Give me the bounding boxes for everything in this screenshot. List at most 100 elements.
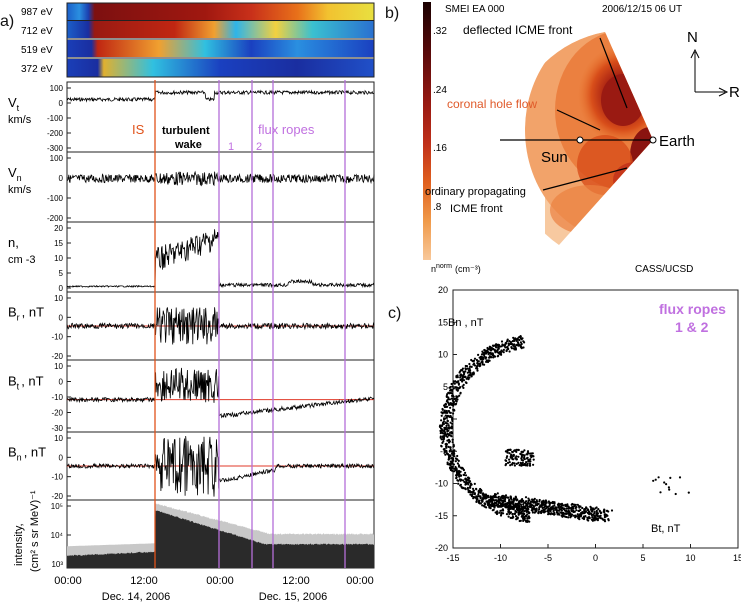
y-tick-label: 0	[59, 284, 64, 293]
scatter-point	[678, 476, 682, 479]
scatter-point	[564, 512, 567, 515]
x-tick-label: 10	[685, 553, 695, 563]
scatter-point	[509, 495, 512, 498]
scatter-point	[441, 429, 444, 432]
sun-marker	[576, 136, 584, 144]
scatter-point	[444, 443, 447, 446]
scatter-point	[497, 501, 501, 504]
scatter-point	[464, 471, 467, 474]
scatter-point	[450, 427, 453, 430]
scatter-point	[468, 370, 471, 373]
scatter-point	[449, 388, 452, 391]
scatter-point	[457, 459, 460, 462]
scatter-point	[557, 509, 561, 512]
scatter-point	[462, 373, 466, 376]
scatter-point	[570, 507, 573, 510]
colorbar-tick: .16	[433, 143, 447, 154]
scatter-point	[450, 450, 454, 453]
scatter-point	[461, 380, 464, 383]
scatter-point	[475, 488, 478, 491]
scatter-point	[450, 452, 454, 455]
scatter-point	[512, 454, 515, 457]
scatter-point	[519, 507, 523, 510]
scatter-point	[470, 493, 473, 496]
scatter-point	[475, 367, 478, 370]
y-tick-label: 5	[443, 382, 448, 392]
scatter-point	[582, 515, 585, 518]
scatter-point	[514, 457, 517, 460]
scatter-point	[491, 496, 494, 499]
scatter-point	[460, 374, 463, 377]
scatter-point	[506, 461, 510, 464]
scatter-point	[578, 515, 581, 519]
scatter-point	[481, 356, 485, 359]
scatter-point	[553, 504, 556, 507]
scatter-point	[459, 391, 462, 394]
scatter-point	[486, 346, 489, 350]
scatter-point	[473, 482, 476, 485]
scatter-point	[445, 416, 448, 419]
scatter-point	[481, 500, 484, 503]
time-tick-label: 00:00	[346, 575, 374, 587]
scatter-point	[440, 445, 443, 448]
y-tick-label: 10³	[51, 560, 63, 569]
scatter-point	[571, 502, 574, 506]
y-tick-label: 100	[50, 154, 64, 163]
scatter-point	[490, 356, 493, 359]
scatter-point	[514, 496, 518, 499]
scatter-point	[531, 506, 534, 510]
scatter-point	[492, 503, 495, 506]
scatter-point	[519, 503, 522, 506]
scatter-point	[489, 348, 492, 351]
scatter-point	[524, 463, 527, 466]
scatter-point	[528, 460, 531, 463]
scatter-point	[446, 419, 449, 423]
scatter-point	[531, 499, 534, 502]
scatter-point	[473, 492, 476, 495]
scatter-point	[457, 482, 460, 485]
scatter-point	[451, 394, 454, 397]
scatter-point	[494, 344, 497, 347]
scatter-point	[565, 507, 568, 510]
scatter-point	[652, 479, 655, 482]
scatter-point	[511, 512, 514, 516]
scatter-point	[591, 507, 594, 510]
scatter-point	[526, 513, 529, 516]
scatter-point	[593, 511, 596, 514]
scatter-point	[483, 502, 486, 505]
scatter-point	[537, 511, 540, 514]
scatter-point	[450, 397, 453, 400]
scatter-point	[509, 511, 512, 515]
scatter-point	[470, 358, 473, 362]
scatter-point	[569, 512, 572, 515]
scatter-point	[518, 338, 521, 342]
scatter-point	[667, 486, 670, 489]
scatter-point	[668, 488, 671, 491]
panel-label-c: c)	[388, 305, 402, 322]
y-tick-label: 0	[59, 99, 64, 108]
scatter-point	[516, 507, 519, 510]
scatter-point	[599, 514, 602, 517]
scatter-point	[452, 412, 455, 415]
scatter-point	[599, 512, 602, 515]
scatter-point	[526, 520, 529, 523]
scatter-point	[536, 502, 539, 506]
scatter-point	[483, 352, 486, 355]
scatter-point	[513, 449, 516, 452]
scatter-point	[452, 408, 455, 411]
scatter-point	[594, 507, 597, 510]
scatter-point	[541, 503, 544, 507]
scatter-point	[495, 512, 499, 516]
scatter-point	[547, 512, 550, 515]
scatter-point	[447, 454, 451, 457]
scatter-point	[513, 348, 516, 351]
scatter-point	[456, 454, 459, 458]
scatter-point	[452, 400, 455, 403]
scatter-point	[447, 409, 450, 413]
y-axis-label: intensity,	[13, 523, 25, 566]
scatter-point	[554, 506, 557, 509]
scatter-point	[563, 507, 566, 510]
scatter-point	[526, 517, 529, 520]
scatter-point	[494, 494, 497, 497]
scatter-point	[455, 477, 458, 480]
